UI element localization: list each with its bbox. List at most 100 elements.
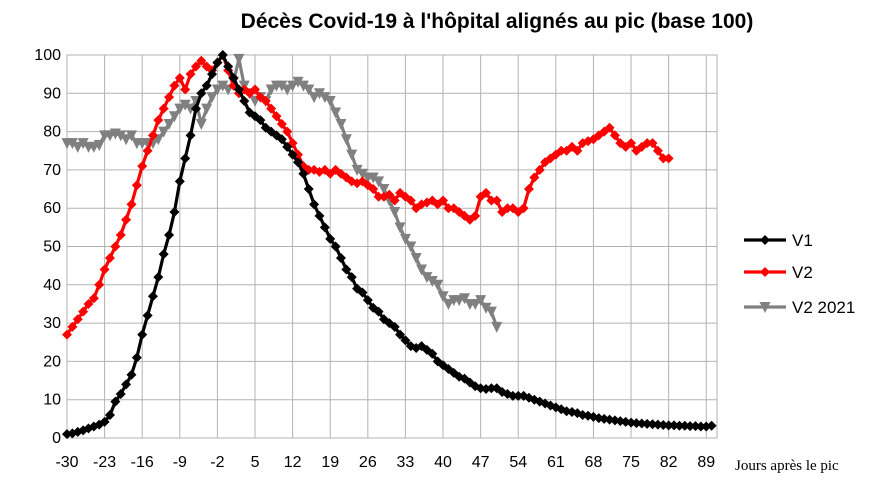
data-point-v2-2021 [93, 140, 105, 152]
data-point-v2-2021 [485, 306, 497, 318]
data-point-v2-2021 [313, 88, 325, 100]
data-point-v2-2021 [426, 275, 438, 287]
data-point-v1 [486, 383, 497, 394]
x-tick-label: 40 [434, 454, 452, 471]
data-point-v2 [266, 103, 277, 114]
data-point-v2 [121, 214, 132, 225]
data-point-v2-2021 [217, 80, 229, 92]
data-point-v2-2021 [77, 138, 89, 150]
x-tick-label: -9 [173, 454, 187, 471]
data-point-v2-2021 [437, 291, 449, 303]
data-point-v1 [341, 264, 352, 275]
data-point-v1 [389, 321, 400, 332]
x-tick-label: 33 [397, 454, 415, 471]
data-point-v2-2021 [442, 298, 454, 310]
data-point-v1 [695, 421, 706, 432]
data-point-v2-2021 [265, 84, 277, 96]
data-point-v1 [319, 222, 330, 233]
series-layer [61, 50, 717, 440]
series-v1 [62, 50, 717, 440]
data-point-v2-2021 [72, 141, 84, 153]
data-point-v2-2021 [330, 107, 342, 119]
data-point-v2 [67, 321, 78, 332]
data-point-v1 [260, 122, 271, 133]
data-point-v2-2021 [163, 118, 175, 130]
data-point-v1 [233, 84, 244, 95]
data-point-v2 [131, 180, 142, 191]
data-point-v1 [663, 420, 674, 431]
x-tick-label: 89 [697, 454, 715, 471]
data-point-v1 [147, 291, 158, 302]
data-point-v2-2021 [168, 111, 180, 123]
data-point-v2 [663, 153, 674, 164]
data-point-v1 [427, 348, 438, 359]
legend-label: V1 [792, 231, 813, 250]
data-point-v1 [217, 50, 228, 60]
data-point-v2 [276, 118, 287, 129]
data-point-v2-2021 [195, 118, 207, 130]
data-point-v2 [282, 126, 293, 137]
data-point-v2 [405, 195, 416, 206]
y-tick-label: 0 [52, 430, 61, 447]
data-point-v2-2021 [158, 126, 170, 138]
y-tick-label: 90 [43, 85, 61, 102]
data-point-v2 [658, 153, 669, 164]
data-point-v2-2021 [346, 149, 358, 161]
data-point-v1 [346, 272, 357, 283]
y-tick-label: 50 [43, 239, 61, 256]
data-point-v2 [164, 92, 175, 103]
data-point-v1 [153, 272, 164, 283]
data-point-v2 [609, 130, 620, 141]
data-point-v2 [158, 103, 169, 114]
data-point-v2 [438, 195, 449, 206]
data-point-v1 [104, 410, 115, 421]
data-point-v2 [518, 203, 529, 214]
data-point-v2 [647, 138, 658, 149]
data-point-v2-2021 [319, 92, 331, 104]
data-point-v1 [335, 252, 346, 263]
data-point-v2-2021 [287, 80, 299, 92]
data-point-v1 [292, 157, 303, 168]
x-tick-label: 19 [321, 454, 339, 471]
data-point-v1 [314, 210, 325, 221]
data-point-v2 [62, 329, 72, 340]
legend-swatch-marker [760, 267, 770, 277]
data-point-v2 [389, 195, 400, 206]
data-point-v1 [507, 390, 518, 401]
y-tick-label: 30 [43, 315, 61, 332]
data-point-v1 [185, 130, 196, 141]
data-point-v1 [174, 176, 185, 187]
legend-item-v2-2021: V2 2021 [744, 298, 855, 317]
data-point-v1 [373, 306, 384, 317]
x-tick-label: 82 [660, 454, 678, 471]
data-point-v2 [115, 230, 126, 241]
data-point-v2 [190, 61, 201, 72]
y-tick-label: 20 [43, 353, 61, 370]
y-tick-label: 40 [43, 277, 61, 294]
x-tick-label: 5 [251, 454, 260, 471]
x-tick-label: -23 [93, 454, 116, 471]
data-point-v1 [196, 88, 207, 99]
legend-item-v2: V2 [744, 263, 813, 282]
data-point-v1 [239, 95, 250, 106]
data-point-v2-2021 [179, 99, 191, 111]
data-point-v2-2021 [340, 134, 352, 146]
data-point-v1 [212, 57, 223, 68]
data-point-v1 [169, 207, 180, 218]
data-point-v1 [158, 249, 169, 260]
series-v2 [62, 50, 674, 340]
data-point-v2-2021 [211, 84, 223, 96]
x-tick-label: -30 [55, 454, 78, 471]
data-point-v1 [115, 388, 126, 399]
data-point-v2-2021 [351, 164, 363, 176]
data-point-v2 [523, 184, 534, 195]
data-point-v1 [142, 310, 153, 321]
data-point-v2 [652, 145, 663, 156]
data-point-v2 [147, 130, 158, 141]
data-point-v1 [276, 134, 287, 145]
data-point-v2-2021 [324, 95, 336, 107]
data-point-v2-2021 [292, 76, 304, 88]
data-point-v2 [486, 195, 497, 206]
data-point-v2-2021 [480, 302, 492, 314]
